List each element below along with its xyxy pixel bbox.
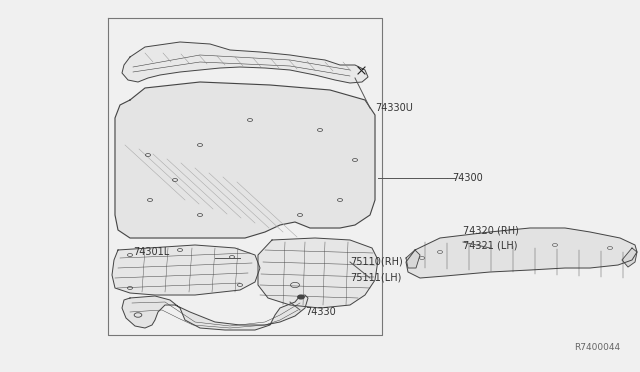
Polygon shape bbox=[122, 42, 368, 83]
Text: R7400044: R7400044 bbox=[574, 343, 620, 353]
Text: 74321 (LH): 74321 (LH) bbox=[463, 241, 518, 251]
Text: 74330U: 74330U bbox=[375, 103, 413, 113]
Text: 74330: 74330 bbox=[305, 307, 336, 317]
Text: 74320 (RH): 74320 (RH) bbox=[463, 225, 519, 235]
Polygon shape bbox=[622, 248, 637, 267]
Polygon shape bbox=[406, 250, 420, 268]
Polygon shape bbox=[112, 245, 260, 295]
Polygon shape bbox=[115, 82, 375, 238]
Text: 75110(RH): 75110(RH) bbox=[350, 257, 403, 267]
Text: 74301L: 74301L bbox=[133, 247, 169, 257]
Text: 75111(LH): 75111(LH) bbox=[350, 273, 401, 283]
Circle shape bbox=[298, 295, 304, 299]
Polygon shape bbox=[406, 228, 637, 278]
Polygon shape bbox=[122, 295, 308, 330]
Polygon shape bbox=[258, 238, 378, 308]
Text: 74300: 74300 bbox=[452, 173, 483, 183]
